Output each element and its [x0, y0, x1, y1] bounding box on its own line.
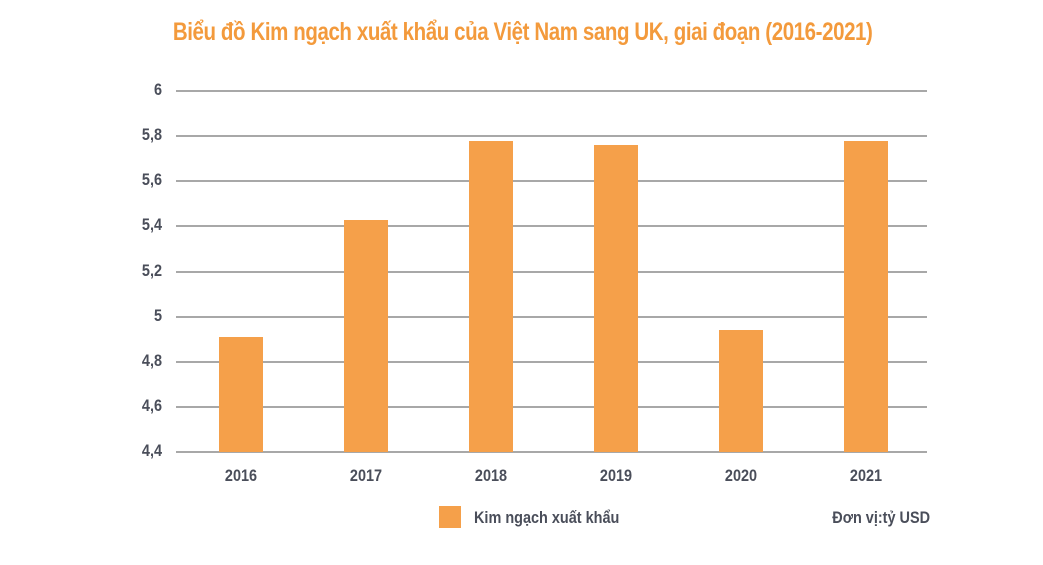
gridline — [176, 180, 927, 183]
x-tick-label: 2016 — [224, 466, 257, 485]
y-tick-label: 5,8 — [141, 125, 162, 145]
gridline — [176, 315, 927, 318]
x-tick-label: 2021 — [850, 466, 883, 485]
gridline — [176, 225, 927, 228]
gridline — [176, 451, 927, 453]
x-tick-label: 2020 — [725, 466, 758, 485]
gridline — [176, 135, 927, 138]
y-tick-label: 5,4 — [141, 215, 162, 235]
x-tick-label: 2018 — [474, 466, 507, 485]
y-tick-label: 5,6 — [141, 170, 162, 190]
gridline — [176, 360, 927, 363]
legend-swatch — [439, 506, 461, 528]
bar-2016 — [218, 336, 263, 452]
plot-area — [176, 90, 927, 453]
bar-2021 — [844, 140, 889, 452]
bar-2018 — [468, 140, 513, 452]
bar-2017 — [343, 219, 388, 452]
y-tick-label: 5 — [153, 305, 162, 325]
y-tick-label: 4,6 — [141, 395, 162, 415]
bar-2020 — [719, 330, 764, 452]
y-tick-label: 6 — [153, 80, 162, 99]
bar-2019 — [594, 145, 639, 452]
y-tick-label: 4,8 — [141, 350, 162, 370]
gridline — [176, 405, 927, 408]
x-tick-label: 2017 — [349, 466, 382, 485]
chart-title: Biểu đồ Kim ngạch xuất khẩu của Việt Nam… — [172, 18, 873, 46]
x-tick-label: 2019 — [599, 466, 633, 485]
unit-label: Đơn vị:tỷ USD — [832, 508, 930, 527]
gridline — [176, 90, 927, 92]
y-tick-label: 5,2 — [141, 260, 162, 280]
legend-label: Kim ngạch xuất khẩu — [474, 508, 620, 527]
y-tick-label: 4,4 — [141, 441, 162, 460]
gridline — [176, 270, 927, 273]
